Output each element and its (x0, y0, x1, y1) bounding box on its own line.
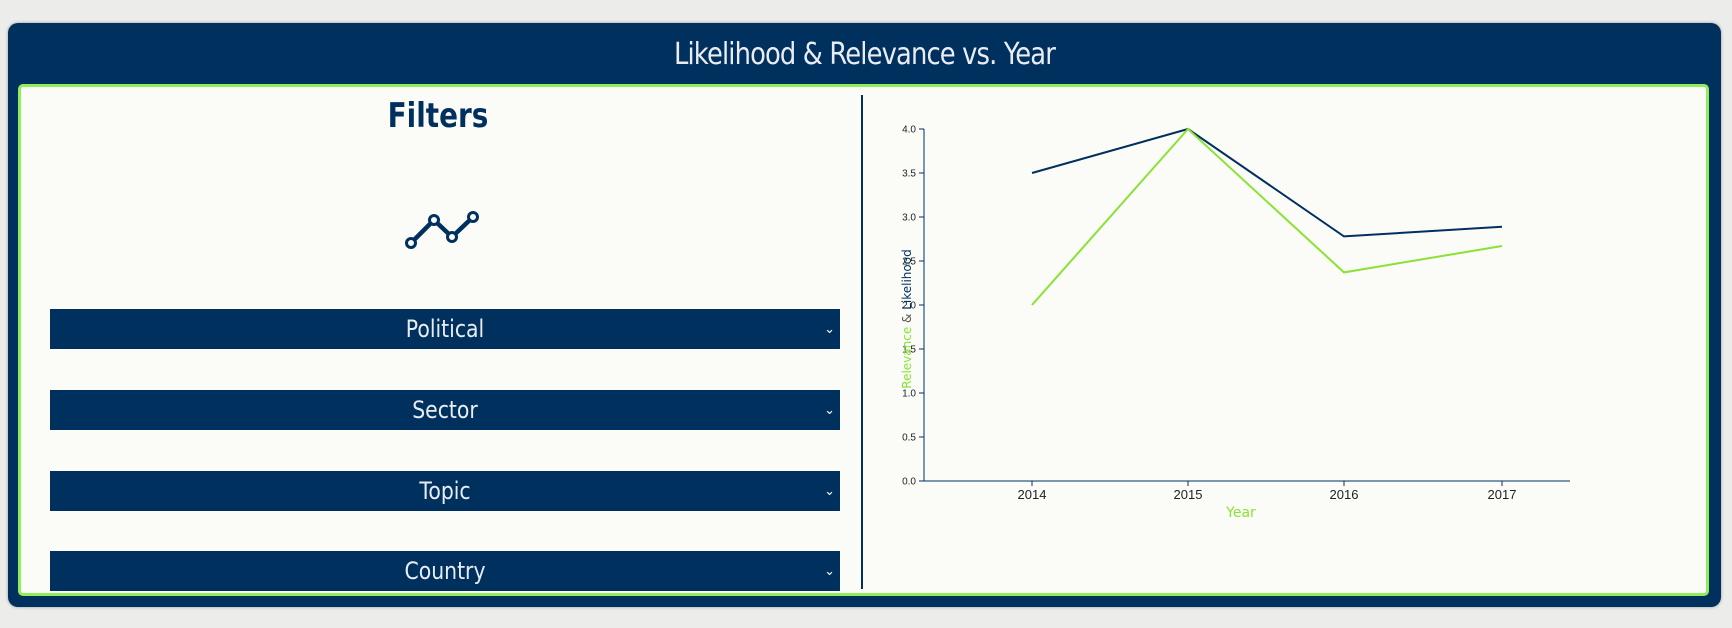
line-chart: 0.0 0.5 1.0 1.5 2.0 2.5 3.0 3.5 4.0 2014 2015 2016… (900, 125, 1570, 521)
x-axis-label: Year (1225, 505, 1256, 521)
country-select-value: Country (404, 557, 486, 585)
y-tick-label: 2.0 (902, 301, 916, 312)
x-tick-label: 2014 (1018, 487, 1047, 502)
political-select[interactable]: Political ⌄ (50, 309, 840, 349)
y-tick-label: 0.0 (902, 477, 916, 488)
y-axis-label: Relevance & Likelihood (900, 249, 914, 388)
series-lines (1031, 127, 1503, 306)
x-tick-label: 2016 (1330, 487, 1359, 502)
sector-select-value: Sector (412, 396, 478, 424)
dashboard-card: Likelihood & Relevance vs. Year Filters … (8, 23, 1721, 607)
card-title: Likelihood & Relevance vs. Year (673, 37, 1056, 72)
y-tick-label: 4.0 (902, 125, 916, 136)
y-axis: 0.0 0.5 1.0 1.5 2.0 2.5 3.0 3.5 4.0 (902, 125, 925, 488)
y-axis-label-relevance: Relevance (900, 327, 914, 389)
filters-title: Filters (387, 96, 489, 136)
x-axis: 2014 2015 2016 2017 (924, 480, 1570, 502)
line-chart-icon (405, 211, 479, 249)
sector-select[interactable]: Sector ⌄ (50, 390, 840, 430)
x-tick-label: 2017 (1488, 487, 1517, 502)
x-tick-label: 2015 (1174, 487, 1203, 502)
chevron-down-icon: ⌄ (824, 483, 835, 498)
topic-select-value: Topic (419, 477, 471, 505)
chevron-down-icon: ⌄ (824, 402, 835, 417)
y-axis-label-likelihood: Likelihood (900, 249, 914, 310)
y-tick-label: 1.5 (902, 345, 916, 356)
country-select[interactable]: Country ⌄ (50, 551, 840, 591)
political-select-value: Political (405, 315, 485, 343)
y-axis-label-amp: & (900, 310, 914, 327)
chevron-down-icon: ⌄ (824, 563, 835, 578)
series-line-relevance (1031, 127, 1503, 306)
y-tick-label: 0.5 (902, 433, 916, 444)
y-tick-label: 3.5 (902, 169, 916, 180)
panel-divider (861, 95, 863, 589)
chevron-down-icon: ⌄ (824, 321, 835, 336)
content-panel: Filters Political ⌄ Sector ⌄ Topic ⌄ Cou… (18, 84, 1709, 596)
y-tick-label: 3.0 (902, 213, 916, 224)
y-tick-label: 2.5 (902, 257, 916, 268)
topic-select[interactable]: Topic ⌄ (50, 471, 840, 511)
y-tick-label: 1.0 (902, 389, 916, 400)
series-line-likelihood (1031, 127, 1503, 238)
